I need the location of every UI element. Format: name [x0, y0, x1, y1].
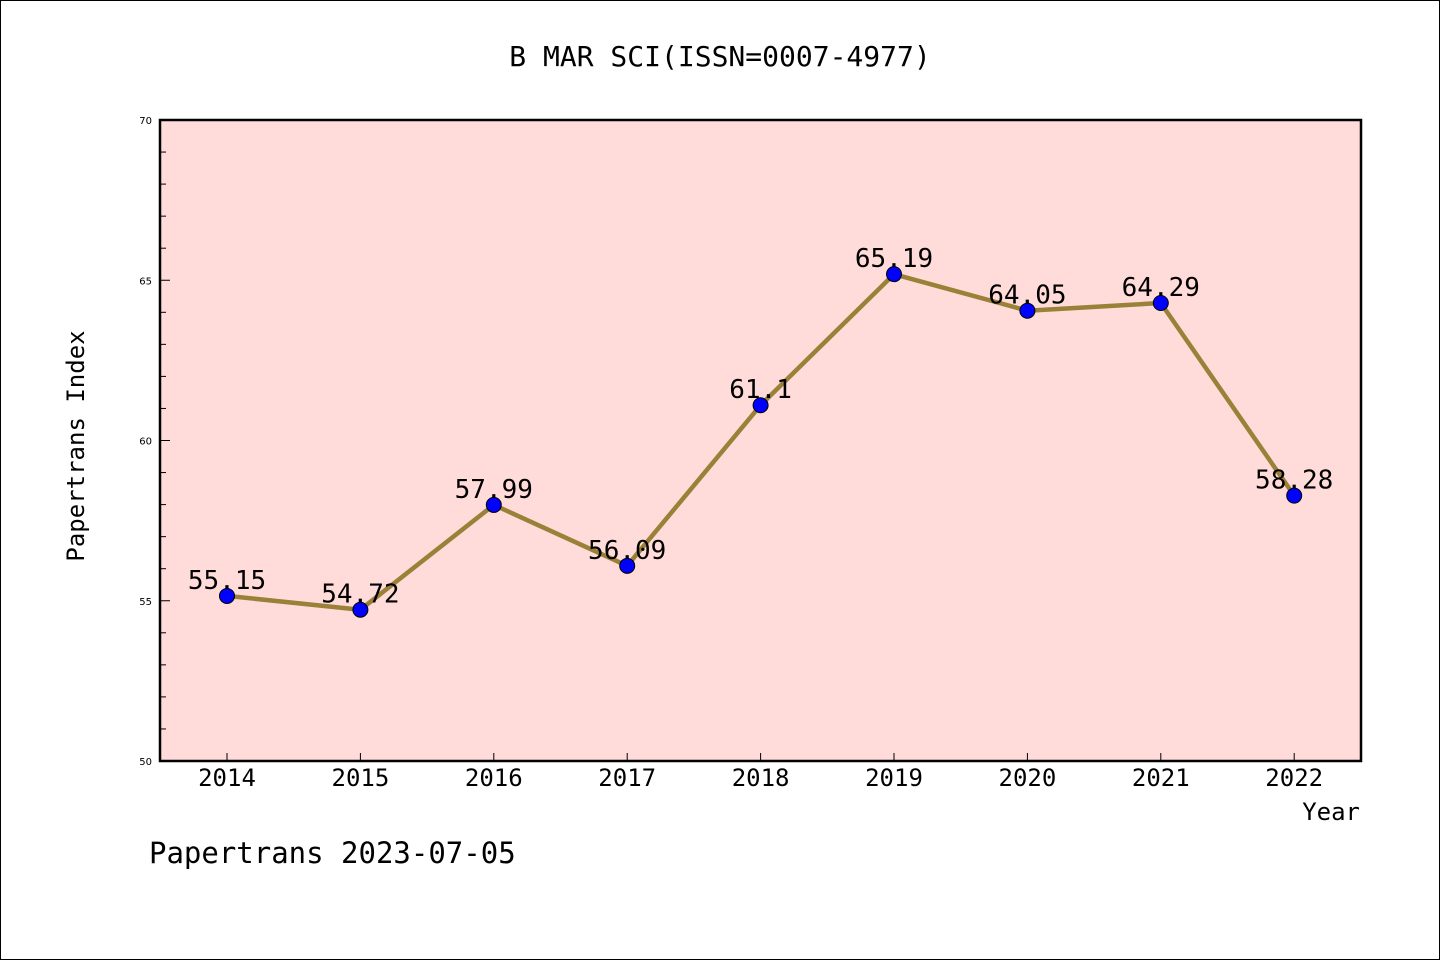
data-point: [1152, 295, 1169, 312]
data-label: 54.72: [321, 580, 399, 610]
data-point: [752, 397, 769, 414]
data-point: [619, 557, 636, 574]
x-tick-label: 2016: [465, 764, 523, 792]
marker-layer: [219, 266, 1303, 618]
x-tick-label: 2015: [332, 764, 390, 792]
data-point: [485, 496, 502, 513]
data-label: 57.99: [455, 475, 533, 505]
data-label: 64.29: [1122, 273, 1200, 303]
x-tick-label: 2017: [598, 764, 656, 792]
data-point: [886, 266, 902, 283]
data-point: [352, 601, 369, 618]
data-point: [1286, 487, 1303, 504]
y-tick-label: 70: [139, 116, 152, 127]
x-tick-label: 2014: [198, 764, 256, 792]
data-label-layer: 55.15 54.72 57.99 56.09 61.1 65.19 64.05 64.29 5…: [188, 244, 1333, 610]
x-axis-ticks: 2014 2015 2016 2017 2018 2019 2020 2021 2022: [198, 753, 1323, 792]
x-tick-label: 2019: [865, 764, 923, 792]
y-axis-label: Papertrans Index: [62, 330, 90, 561]
x-tick-label: 2021: [1132, 764, 1190, 792]
y-tick-label: 55: [139, 597, 152, 608]
x-tick-label: 2020: [999, 764, 1057, 792]
plot-border: [158, 118, 1363, 763]
footer-date-label: Papertrans 2023-07-05: [149, 836, 516, 870]
x-tick-label: 2022: [1265, 764, 1323, 792]
y-tick-label: 60: [139, 437, 152, 448]
data-label: 64.05: [988, 281, 1066, 311]
data-label: 65.19: [855, 244, 933, 274]
data-label: 56.09: [588, 536, 666, 566]
data-point: [1019, 302, 1036, 319]
y-tick-label: 50: [139, 757, 152, 768]
plot-area: [160, 120, 1361, 761]
x-axis-label: Year: [1302, 798, 1360, 826]
data-point: [219, 587, 235, 604]
data-label: 58.28: [1255, 466, 1333, 496]
data-label: 55.15: [188, 566, 266, 596]
y-tick-label: 65: [139, 276, 152, 287]
chart-title: B MAR SCI(ISSN=0007-4977): [509, 40, 930, 73]
data-label: 61.1: [729, 375, 792, 405]
x-tick-label: 2018: [732, 764, 790, 792]
